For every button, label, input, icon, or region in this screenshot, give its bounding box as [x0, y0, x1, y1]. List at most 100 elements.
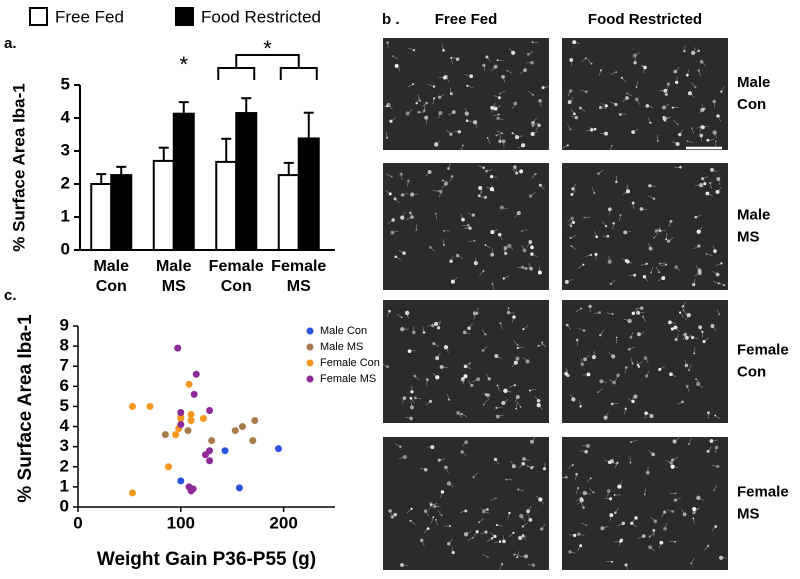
cell	[611, 313, 614, 315]
process	[457, 412, 463, 418]
cell	[669, 372, 673, 377]
process	[572, 183, 577, 190]
process	[689, 92, 695, 98]
process	[570, 393, 574, 400]
process	[532, 41, 539, 44]
process	[541, 342, 547, 348]
cell	[643, 356, 648, 360]
cell	[420, 538, 424, 543]
process	[579, 400, 581, 407]
process	[608, 352, 614, 357]
process	[482, 392, 489, 396]
cell	[471, 213, 476, 217]
process	[492, 228, 498, 233]
process	[514, 212, 520, 218]
process	[531, 253, 538, 257]
process	[632, 203, 635, 210]
process	[464, 107, 468, 114]
process	[693, 50, 699, 54]
column-header: Food Restricted	[588, 11, 702, 28]
process	[516, 135, 523, 138]
point	[208, 437, 216, 445]
process	[641, 208, 648, 210]
process	[511, 362, 517, 368]
cell	[495, 134, 498, 137]
process	[707, 193, 713, 197]
process	[426, 325, 433, 327]
process	[468, 323, 473, 329]
y-tick-label: 3	[60, 436, 69, 455]
process	[497, 385, 500, 392]
process	[712, 325, 717, 332]
process	[505, 390, 512, 393]
process	[464, 363, 470, 368]
process	[622, 191, 629, 195]
y-axis-label: % Surface Area Iba-1	[9, 83, 28, 252]
process	[593, 312, 600, 314]
process	[502, 535, 505, 542]
point	[146, 402, 154, 410]
process	[695, 214, 702, 218]
process	[629, 346, 635, 350]
process	[684, 45, 686, 52]
process	[441, 183, 447, 189]
legend-swatch	[175, 7, 194, 26]
process	[486, 538, 493, 542]
process	[691, 82, 696, 88]
process	[517, 346, 524, 349]
process	[567, 124, 571, 130]
process	[659, 365, 665, 370]
point	[201, 451, 209, 459]
process	[521, 245, 525, 251]
process	[706, 253, 713, 256]
process	[666, 509, 673, 512]
process	[518, 489, 525, 492]
process	[461, 451, 467, 457]
point	[128, 402, 136, 410]
process	[626, 93, 633, 97]
process	[532, 130, 538, 135]
process	[540, 499, 544, 505]
process	[415, 224, 418, 231]
process	[389, 514, 396, 518]
process	[568, 534, 575, 536]
process	[499, 90, 506, 95]
process	[520, 515, 526, 522]
process	[392, 55, 399, 60]
process	[608, 379, 615, 383]
cell	[463, 532, 469, 537]
process	[496, 355, 502, 359]
y-tick-label: 8	[60, 336, 69, 355]
point	[128, 489, 136, 497]
process	[580, 450, 587, 453]
process	[609, 515, 612, 522]
process	[577, 545, 581, 552]
process	[490, 497, 496, 502]
process	[630, 331, 634, 338]
process	[582, 374, 589, 376]
process	[585, 254, 592, 257]
process	[451, 546, 454, 553]
process	[491, 176, 498, 178]
process	[509, 245, 514, 251]
process	[714, 132, 717, 139]
cell	[631, 130, 636, 135]
legend-label: Free Fed	[55, 7, 124, 26]
process	[479, 187, 483, 194]
process	[495, 105, 501, 110]
process	[419, 468, 426, 471]
process	[423, 528, 429, 534]
process	[645, 357, 649, 364]
process	[398, 250, 405, 254]
point	[206, 406, 214, 414]
process	[695, 378, 701, 384]
process	[679, 129, 684, 135]
process	[435, 213, 438, 220]
y-tick-label: 4	[61, 107, 71, 126]
process	[657, 277, 664, 282]
process	[534, 395, 539, 401]
process	[395, 443, 401, 447]
process	[664, 523, 667, 529]
process	[602, 526, 609, 529]
